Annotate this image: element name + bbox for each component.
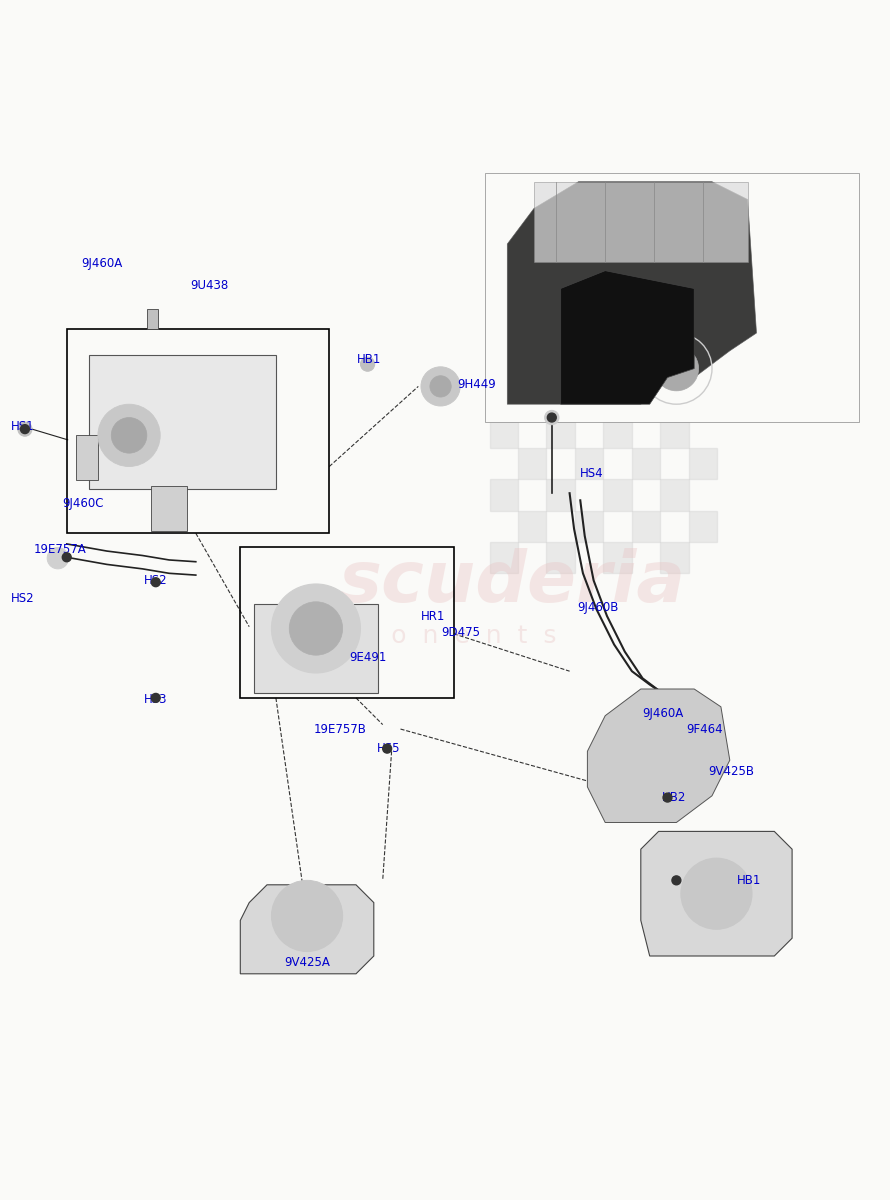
Text: 9J460A: 9J460A (82, 257, 123, 270)
Bar (546, 416, 575, 448)
Bar (518, 448, 546, 479)
Bar (490, 542, 518, 574)
Bar (518, 385, 546, 416)
Bar (151, 486, 187, 530)
Circle shape (654, 347, 699, 391)
Circle shape (98, 404, 160, 467)
Bar (67, 329, 329, 533)
Bar (490, 416, 518, 448)
Circle shape (271, 881, 343, 952)
Text: 9J460C: 9J460C (62, 497, 103, 510)
Text: 9E491: 9E491 (349, 652, 386, 665)
Bar (603, 416, 632, 448)
Bar (240, 546, 454, 698)
Circle shape (111, 418, 147, 454)
Bar (660, 542, 689, 574)
Text: 9F464: 9F464 (686, 722, 724, 736)
Text: 19E757B: 19E757B (313, 722, 367, 736)
Bar (76, 436, 98, 480)
Circle shape (421, 367, 460, 406)
Bar (632, 448, 660, 479)
Text: HS2: HS2 (144, 574, 167, 587)
Polygon shape (561, 271, 694, 404)
Polygon shape (587, 689, 730, 822)
Text: HS1: HS1 (11, 420, 34, 433)
Bar (575, 448, 603, 479)
Bar (575, 385, 603, 416)
Bar (485, 173, 859, 422)
Bar (603, 479, 632, 511)
Text: c  o  m  p  o  n  e  n  t  s: c o m p o n e n t s (258, 624, 556, 648)
Bar (147, 308, 158, 329)
Text: 9H449: 9H449 (457, 378, 496, 391)
Circle shape (383, 744, 392, 754)
Circle shape (151, 694, 160, 702)
Circle shape (360, 358, 375, 371)
Text: HS2: HS2 (11, 592, 34, 605)
Circle shape (430, 376, 451, 397)
Bar (689, 448, 717, 479)
Bar (490, 479, 518, 511)
Polygon shape (507, 181, 756, 404)
Bar (575, 511, 603, 542)
Bar (632, 385, 660, 416)
Bar (254, 605, 378, 694)
Text: 9D475: 9D475 (441, 626, 481, 640)
Bar (89, 355, 276, 488)
Circle shape (756, 230, 801, 275)
Circle shape (663, 793, 672, 802)
Bar (660, 354, 689, 385)
Text: HB1: HB1 (737, 874, 762, 887)
Text: 9J460A: 9J460A (643, 707, 684, 720)
Bar (689, 511, 717, 542)
Bar (546, 542, 575, 574)
Bar (603, 354, 632, 385)
Text: scuderia: scuderia (338, 547, 685, 617)
Circle shape (271, 584, 360, 673)
Circle shape (18, 422, 32, 437)
Bar (518, 511, 546, 542)
Bar (546, 479, 575, 511)
Text: 9U438: 9U438 (190, 280, 228, 293)
Text: HR1: HR1 (421, 610, 446, 623)
Bar (660, 416, 689, 448)
Text: 9V425A: 9V425A (284, 955, 330, 968)
Circle shape (289, 601, 343, 655)
Bar (632, 511, 660, 542)
Text: HB2: HB2 (661, 791, 686, 804)
Bar (603, 542, 632, 574)
Polygon shape (534, 181, 748, 262)
Text: HS4: HS4 (580, 467, 603, 480)
Circle shape (47, 547, 69, 569)
Bar (660, 479, 689, 511)
Text: HS3: HS3 (144, 694, 167, 706)
Text: HS5: HS5 (377, 742, 401, 755)
Bar (689, 385, 717, 416)
Circle shape (545, 410, 559, 425)
Text: HB1: HB1 (357, 353, 382, 366)
Bar (490, 354, 518, 385)
Bar (546, 354, 575, 385)
Text: 9V425B: 9V425B (708, 766, 755, 779)
Circle shape (547, 413, 556, 422)
Text: 9J460B: 9J460B (578, 601, 619, 613)
Circle shape (62, 553, 71, 562)
Circle shape (151, 577, 160, 587)
Circle shape (20, 425, 29, 433)
Polygon shape (240, 884, 374, 973)
Polygon shape (641, 832, 792, 956)
Circle shape (681, 858, 752, 929)
Circle shape (672, 876, 681, 884)
Text: 19E757A: 19E757A (34, 542, 87, 556)
